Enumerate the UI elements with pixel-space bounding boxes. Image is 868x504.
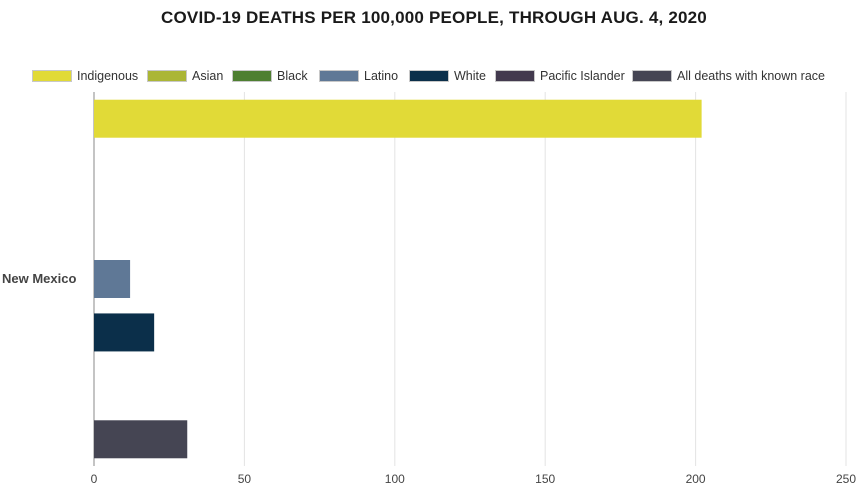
legend-item[interactable]: All deaths with known race	[632, 66, 825, 86]
bar-all-deaths-with-known-race	[94, 420, 188, 459]
legend-item[interactable]: Latino	[319, 66, 398, 86]
x-tick-label: 200	[686, 472, 706, 486]
x-tick-label: 150	[535, 472, 555, 486]
x-tick-label: 100	[385, 472, 405, 486]
legend-swatch	[495, 70, 535, 82]
x-tick-label: 50	[238, 472, 252, 486]
legend-label: White	[454, 69, 486, 83]
legend-label: All deaths with known race	[677, 69, 825, 83]
legend-swatch	[632, 70, 672, 82]
legend-swatch	[409, 70, 449, 82]
legend-label: Indigenous	[77, 69, 139, 83]
legend-item[interactable]: White	[409, 66, 486, 86]
legend-swatch	[319, 70, 359, 82]
legend-swatch	[32, 70, 72, 82]
bar-latino	[94, 260, 131, 298]
legend-item[interactable]: Indigenous	[32, 66, 138, 86]
legend-label: Black	[277, 69, 308, 83]
bar-white	[94, 313, 155, 352]
legend-label: Pacific Islander	[540, 69, 625, 83]
legend-label: Latino	[364, 69, 399, 83]
legend-item[interactable]: Asian	[147, 66, 223, 86]
legend-swatch	[232, 70, 272, 82]
legend-label: Asian	[192, 69, 224, 83]
legend-swatch	[147, 70, 187, 82]
category-label: New Mexico	[2, 271, 76, 286]
chart-title: COVID-19 DEATHS PER 100,000 PEOPLE, THRO…	[161, 8, 707, 27]
legend-item[interactable]: Pacific Islander	[495, 66, 625, 86]
legend: Indigenous Asian Black Latino White Pacific I…	[0, 66, 868, 86]
legend-item[interactable]: Black	[232, 66, 308, 86]
x-tick-label: 0	[91, 472, 98, 486]
bar-indigenous	[94, 99, 702, 138]
x-tick-label: 250	[836, 472, 856, 486]
